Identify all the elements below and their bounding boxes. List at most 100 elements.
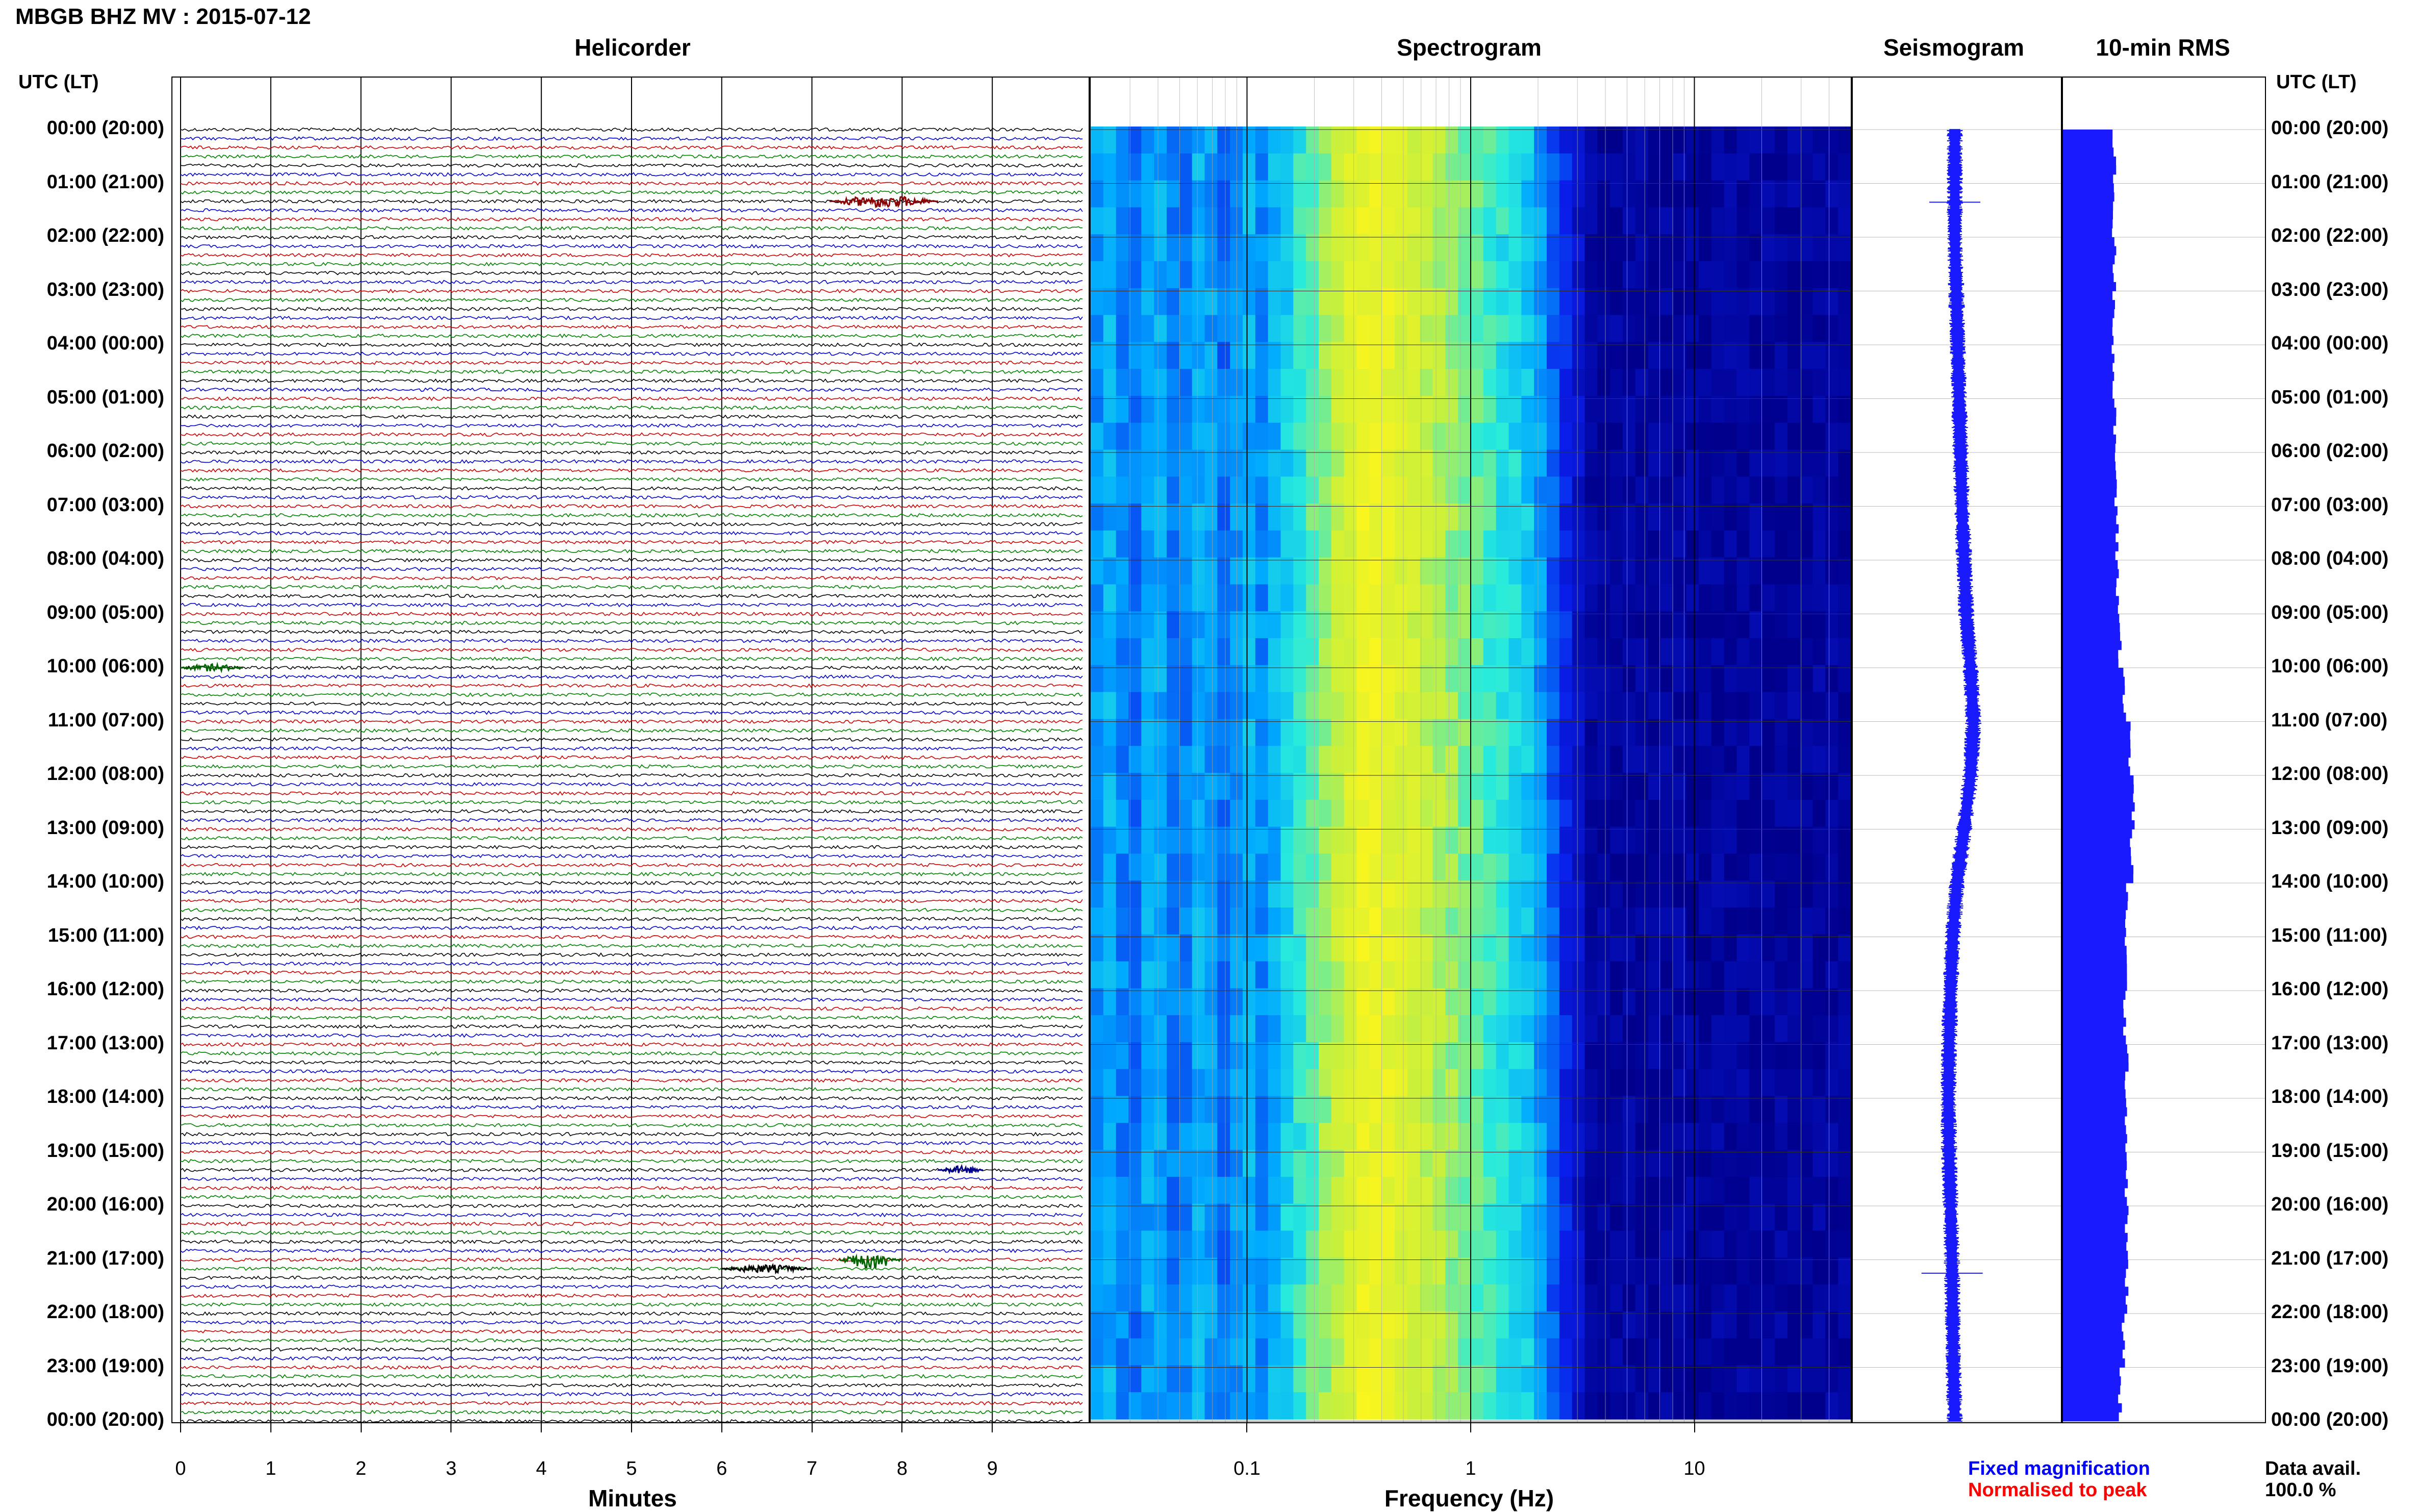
spectrogram-cell: [1762, 719, 1775, 746]
spectrogram-cell: [1711, 908, 1725, 935]
spectrogram-cell: [1382, 665, 1395, 693]
helicorder-trace: [180, 737, 1083, 742]
helicorder-trace: [180, 423, 1083, 428]
spectrogram-cell: [1787, 476, 1801, 504]
spectrogram-cell: [1711, 988, 1725, 1016]
spectrogram-cell: [1420, 261, 1433, 289]
spectrogram-cell: [1420, 665, 1433, 693]
spectrogram-cell: [1724, 1176, 1737, 1204]
spectrogram-cell: [1293, 153, 1306, 181]
spectrogram-cell: [1521, 234, 1534, 262]
spectrogram-cell: [1306, 934, 1319, 962]
spectrogram-cell: [1775, 1284, 1788, 1312]
spectrogram-cell: [1128, 449, 1142, 477]
spectrogram-cell: [1521, 1069, 1534, 1097]
spectrogram-cell: [1445, 1123, 1458, 1150]
spectrogram-cell: [1420, 799, 1433, 827]
spectrogram-cell: [1483, 1338, 1497, 1366]
spectrogram-plot: [1091, 78, 1851, 1422]
helicorder-trace: [180, 683, 1083, 688]
helicorder-trace: [180, 1329, 1083, 1334]
spectrogram-cell: [1432, 207, 1446, 235]
spectrogram-cell: [1243, 234, 1256, 262]
spectrogram-cell: [1204, 1150, 1218, 1177]
spectrogram-cell: [1686, 369, 1699, 396]
data-avail-label: Data avail.: [2265, 1458, 2361, 1479]
spectrogram-cell: [1458, 1069, 1471, 1097]
spectrogram-cell: [1116, 503, 1129, 531]
spectrogram-cell: [1508, 1230, 1522, 1258]
spectrogram-cell: [1204, 1176, 1218, 1204]
spectrogram-cell: [1496, 1338, 1509, 1366]
spectrogram-cell: [1356, 853, 1370, 881]
spectrogram-cell: [1610, 934, 1623, 962]
spectrogram-cell: [1319, 261, 1332, 289]
spectrogram-cell: [1838, 1203, 1851, 1231]
spectrogram-cell: [1660, 1150, 1674, 1177]
spectrogram-cell: [1319, 908, 1332, 935]
spectrogram-cell: [1483, 1257, 1497, 1285]
spectrogram-cell: [1331, 584, 1345, 612]
spectrogram-cell: [1736, 369, 1750, 396]
spectrogram-cell: [1255, 1069, 1269, 1097]
spectrogram-cell: [1635, 234, 1649, 262]
spectrogram-cell: [1623, 1176, 1636, 1204]
spectrogram-cell: [1128, 1150, 1142, 1177]
spectrogram-cell: [1204, 1123, 1218, 1150]
spectrogram-cell: [1128, 127, 1142, 154]
helicorder-trace: [180, 360, 1083, 365]
spectrogram-cell: [1458, 1311, 1471, 1339]
helicorder-trace: [180, 970, 1083, 975]
spectrogram-cell: [1255, 799, 1269, 827]
spectrogram-cell: [1382, 1284, 1395, 1312]
spectrogram-cell: [1648, 773, 1661, 800]
spectrogram-cell: [1420, 530, 1433, 558]
spectrogram-cell: [1648, 665, 1661, 693]
spectrogram-cell: [1534, 799, 1547, 827]
spectrogram-cell: [1597, 1123, 1610, 1150]
spectrogram-cell: [1217, 1203, 1230, 1231]
spectrogram-cell: [1204, 503, 1218, 531]
spectrogram-cell: [1812, 315, 1826, 343]
spectrogram-cell: [1280, 746, 1294, 773]
spectrogram-cell: [1508, 1096, 1522, 1124]
spectrogram-cell: [1838, 476, 1851, 504]
helicorder-trace: [180, 657, 1083, 661]
spectrogram-cell: [1660, 961, 1674, 989]
spectrogram-cell: [1838, 1284, 1851, 1312]
spectrogram-cell: [1091, 773, 1104, 800]
spectrogram-cell: [1280, 180, 1294, 208]
spectrogram-cell: [1572, 127, 1585, 154]
spectrogram-cell: [1382, 449, 1395, 477]
spectrogram-cell: [1369, 746, 1382, 773]
spectrogram-cell: [1762, 611, 1775, 639]
spectrogram-cell: [1179, 1203, 1193, 1231]
spectrogram-cell: [1243, 1230, 1256, 1258]
spectrogram-cell: [1154, 826, 1167, 854]
spectrogram-cell: [1584, 773, 1598, 800]
spectrogram-cell: [1331, 746, 1345, 773]
spectrogram-cell: [1673, 395, 1686, 423]
spectrogram-cell: [1344, 180, 1357, 208]
spectrogram-cell: [1686, 1392, 1699, 1420]
chart-title: MBGB BHZ MV : 2015-07-12: [15, 4, 311, 29]
spectrogram-cell: [1141, 638, 1154, 666]
spectrogram-cell: [1243, 1392, 1256, 1420]
spectrogram-cell: [1508, 611, 1522, 639]
spectrogram-cell: [1445, 908, 1458, 935]
spectrogram-cell: [1369, 1257, 1382, 1285]
spectrogram-cell: [1547, 880, 1560, 908]
helicorder-trace: [180, 163, 1083, 168]
rms-bar: [2063, 524, 2119, 534]
spectrogram-cell: [1154, 961, 1167, 989]
spectrogram-cell: [1762, 395, 1775, 423]
spectrogram-cell: [1559, 1176, 1573, 1204]
spectrogram-cell: [1420, 1096, 1433, 1124]
spectrogram-cell: [1572, 207, 1585, 235]
spectrogram-cell: [1217, 934, 1230, 962]
spectrogram-cell: [1749, 369, 1762, 396]
spectrogram-cell: [1268, 719, 1281, 746]
spectrogram-cell: [1699, 1338, 1712, 1366]
spectrogram-cell: [1559, 369, 1573, 396]
spectrogram-cell: [1369, 207, 1382, 235]
